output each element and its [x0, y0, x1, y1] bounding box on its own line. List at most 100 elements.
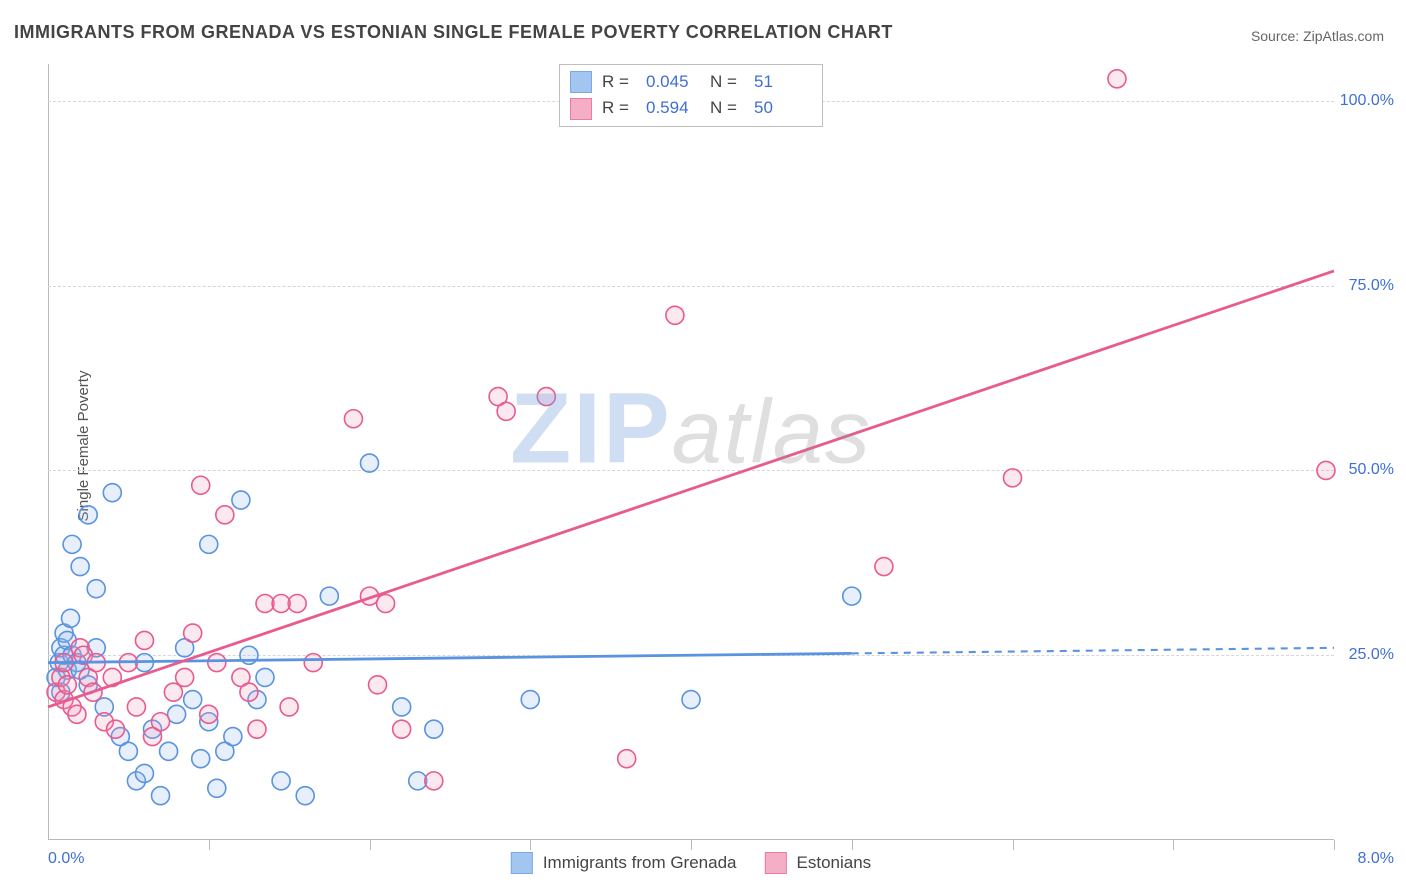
legend-R-value-1: 0.594: [646, 95, 700, 121]
data-point: [497, 402, 515, 420]
data-point: [152, 713, 170, 731]
data-point: [1317, 461, 1335, 479]
chart-title: IMMIGRANTS FROM GRENADA VS ESTONIAN SING…: [14, 22, 893, 43]
source-attribution: Source: ZipAtlas.com: [1251, 28, 1384, 44]
data-point: [272, 595, 290, 613]
data-point: [344, 410, 362, 428]
x-tick-mark: [530, 840, 531, 850]
data-point: [1108, 70, 1126, 88]
data-point: [393, 698, 411, 716]
data-point: [200, 535, 218, 553]
data-point: [425, 772, 443, 790]
x-tick-mark: [370, 840, 371, 850]
legend-swatch-0: [570, 71, 592, 93]
data-point: [135, 631, 153, 649]
legend-N-value-0: 51: [754, 69, 808, 95]
data-point: [537, 388, 555, 406]
x-tick-mark: [209, 840, 210, 850]
data-point: [666, 306, 684, 324]
legend-stats-box: R = 0.045 N = 51 R = 0.594 N = 50: [559, 64, 823, 127]
data-point: [618, 750, 636, 768]
legend-series-box: Immigrants from Grenada Estonians: [511, 852, 871, 874]
data-point: [208, 654, 226, 672]
legend-R-label: R =: [602, 95, 636, 121]
data-point: [682, 691, 700, 709]
data-point: [168, 705, 186, 723]
data-point: [369, 676, 387, 694]
data-point: [425, 720, 443, 738]
legend-series-item-0: Immigrants from Grenada: [511, 852, 737, 874]
x-tick-mark: [1013, 840, 1014, 850]
data-point: [304, 654, 322, 672]
legend-bottom-swatch-1: [765, 852, 787, 874]
legend-N-label: N =: [710, 69, 744, 95]
data-point: [192, 476, 210, 494]
data-point: [875, 558, 893, 576]
data-point: [135, 764, 153, 782]
data-point: [272, 772, 290, 790]
data-point: [208, 779, 226, 797]
data-point: [58, 676, 76, 694]
legend-stats-row-1: R = 0.594 N = 50: [570, 95, 808, 121]
legend-R-label: R =: [602, 69, 636, 95]
data-point: [361, 454, 379, 472]
data-point: [184, 691, 202, 709]
trendline-solid: [48, 271, 1334, 707]
x-tick-mark: [1334, 840, 1335, 850]
data-point: [377, 595, 395, 613]
data-point: [107, 720, 125, 738]
data-point: [224, 728, 242, 746]
x-tick-label-left: 0.0%: [48, 850, 84, 868]
data-point: [393, 720, 411, 738]
data-point: [192, 750, 210, 768]
x-tick-mark: [1173, 840, 1174, 850]
legend-series-item-1: Estonians: [765, 852, 872, 874]
legend-stats-row-0: R = 0.045 N = 51: [570, 69, 808, 95]
legend-series-name-1: Estonians: [797, 853, 872, 873]
y-tick-label: 50.0%: [1349, 461, 1394, 479]
data-point: [200, 705, 218, 723]
legend-R-value-0: 0.045: [646, 69, 700, 95]
data-point: [160, 742, 178, 760]
y-tick-label: 25.0%: [1349, 646, 1394, 664]
data-point: [152, 787, 170, 805]
data-point: [176, 668, 194, 686]
data-point: [87, 580, 105, 598]
data-point: [232, 491, 250, 509]
legend-bottom-swatch-0: [511, 852, 533, 874]
data-point: [216, 506, 234, 524]
data-point: [63, 535, 81, 553]
data-point: [68, 705, 86, 723]
legend-swatch-1: [570, 98, 592, 120]
legend-N-label: N =: [710, 95, 744, 121]
data-point: [843, 587, 861, 605]
data-point: [103, 484, 121, 502]
data-point: [280, 698, 298, 716]
x-tick-mark: [852, 840, 853, 850]
data-point: [240, 683, 258, 701]
scatter-svg: [48, 64, 1334, 840]
trendline-dashed: [852, 648, 1334, 654]
x-tick-label-right: 8.0%: [1358, 850, 1394, 868]
source-link[interactable]: ZipAtlas.com: [1303, 28, 1384, 44]
data-point: [79, 506, 97, 524]
data-point: [62, 609, 80, 627]
legend-series-name-0: Immigrants from Grenada: [543, 853, 737, 873]
data-point: [320, 587, 338, 605]
source-prefix: Source:: [1251, 28, 1303, 44]
plot-area: 25.0%50.0%75.0%100.0% ZIPatlas R = 0.045…: [48, 64, 1334, 840]
data-point: [164, 683, 182, 701]
data-point: [119, 742, 137, 760]
data-point: [296, 787, 314, 805]
y-tick-label: 100.0%: [1340, 92, 1394, 110]
y-tick-label: 75.0%: [1349, 277, 1394, 295]
data-point: [71, 558, 89, 576]
legend-N-value-1: 50: [754, 95, 808, 121]
data-point: [1004, 469, 1022, 487]
trendline-solid: [48, 653, 852, 662]
data-point: [256, 668, 274, 686]
data-point: [127, 698, 145, 716]
data-point: [248, 720, 266, 738]
x-tick-mark: [691, 840, 692, 850]
data-point: [521, 691, 539, 709]
